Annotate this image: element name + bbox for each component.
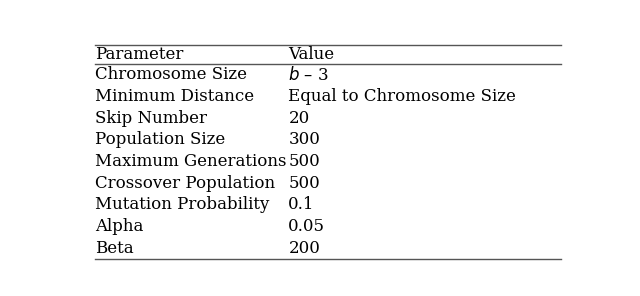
Text: 0.05: 0.05 <box>288 218 325 235</box>
Text: Value: Value <box>288 46 335 63</box>
Text: 20: 20 <box>288 110 310 127</box>
Text: Equal to Chromosome Size: Equal to Chromosome Size <box>288 88 516 105</box>
Text: Mutation Probability: Mutation Probability <box>95 196 269 213</box>
Text: Minimum Distance: Minimum Distance <box>95 88 254 105</box>
Text: Crossover Population: Crossover Population <box>95 175 275 192</box>
Text: 300: 300 <box>288 131 320 148</box>
Text: Skip Number: Skip Number <box>95 110 207 127</box>
Text: Maximum Generations: Maximum Generations <box>95 153 286 170</box>
Text: Chromosome Size: Chromosome Size <box>95 66 247 83</box>
Text: $b$ – 3: $b$ – 3 <box>288 66 329 84</box>
Text: Beta: Beta <box>95 239 134 257</box>
Text: 200: 200 <box>288 239 320 257</box>
Text: Population Size: Population Size <box>95 131 225 148</box>
Text: 0.1: 0.1 <box>288 196 315 213</box>
Text: Alpha: Alpha <box>95 218 143 235</box>
Text: 500: 500 <box>288 175 320 192</box>
Text: 500: 500 <box>288 153 320 170</box>
Text: Parameter: Parameter <box>95 46 183 63</box>
